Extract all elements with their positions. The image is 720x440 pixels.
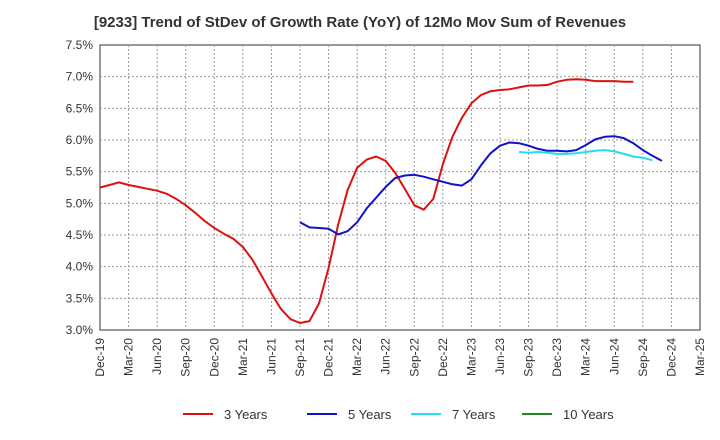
x-tick-label: Sep-23 <box>522 338 536 377</box>
plot-area <box>99 44 701 331</box>
x-tick-label: Jun-24 <box>607 338 621 375</box>
y-tick-label: 7.5% <box>66 38 94 52</box>
x-tick-label: Sep-20 <box>179 338 193 377</box>
x-tick-label: Dec-20 <box>207 338 221 377</box>
x-tick-label: Dec-21 <box>322 338 336 377</box>
y-tick-label: 5.0% <box>66 196 94 210</box>
y-tick-label: 4.5% <box>66 228 94 242</box>
series-line-7-years <box>518 149 653 162</box>
x-tick-label: Dec-19 <box>93 338 107 377</box>
y-tick-label: 7.0% <box>66 70 94 84</box>
y-tick-label: 6.0% <box>66 133 94 147</box>
x-tick-label: Dec-24 <box>664 338 678 377</box>
x-tick-label: Sep-22 <box>407 338 421 377</box>
x-tick-label: Mar-20 <box>122 338 136 376</box>
x-tick-label: Sep-21 <box>293 338 307 377</box>
series-line-3-years <box>99 78 634 324</box>
x-tick-label: Jun-23 <box>493 338 507 375</box>
x-tick-label: Mar-25 <box>693 338 707 376</box>
x-tick-label: Jun-21 <box>264 338 278 375</box>
y-tick-label: 4.0% <box>66 260 94 274</box>
legend-label: 7 Years <box>452 407 496 422</box>
legend-label: 3 Years <box>224 407 268 422</box>
x-tick-label: Dec-22 <box>436 338 450 377</box>
x-tick-label: Mar-24 <box>579 338 593 376</box>
chart-title: [9233] Trend of StDev of Growth Rate (Yo… <box>93 14 627 31</box>
y-tick-label: 3.0% <box>66 323 94 337</box>
x-tick-label: Dec-23 <box>550 338 564 377</box>
legend-label: 10 Years <box>563 407 614 422</box>
y-tick-label: 5.5% <box>66 165 94 179</box>
series-line-5-years <box>299 135 663 236</box>
x-tick-label: Jun-22 <box>379 338 393 375</box>
y-tick-label: 6.5% <box>66 101 94 115</box>
legend-label: 5 Years <box>348 407 392 422</box>
x-tick-label: Mar-21 <box>236 338 250 376</box>
y-tick-label: 3.5% <box>66 291 94 305</box>
x-tick-label: Mar-22 <box>350 338 364 376</box>
x-tick-label: Jun-20 <box>150 338 164 375</box>
x-tick-label: Sep-24 <box>636 338 650 377</box>
x-tick-label: Mar-23 <box>464 338 478 376</box>
